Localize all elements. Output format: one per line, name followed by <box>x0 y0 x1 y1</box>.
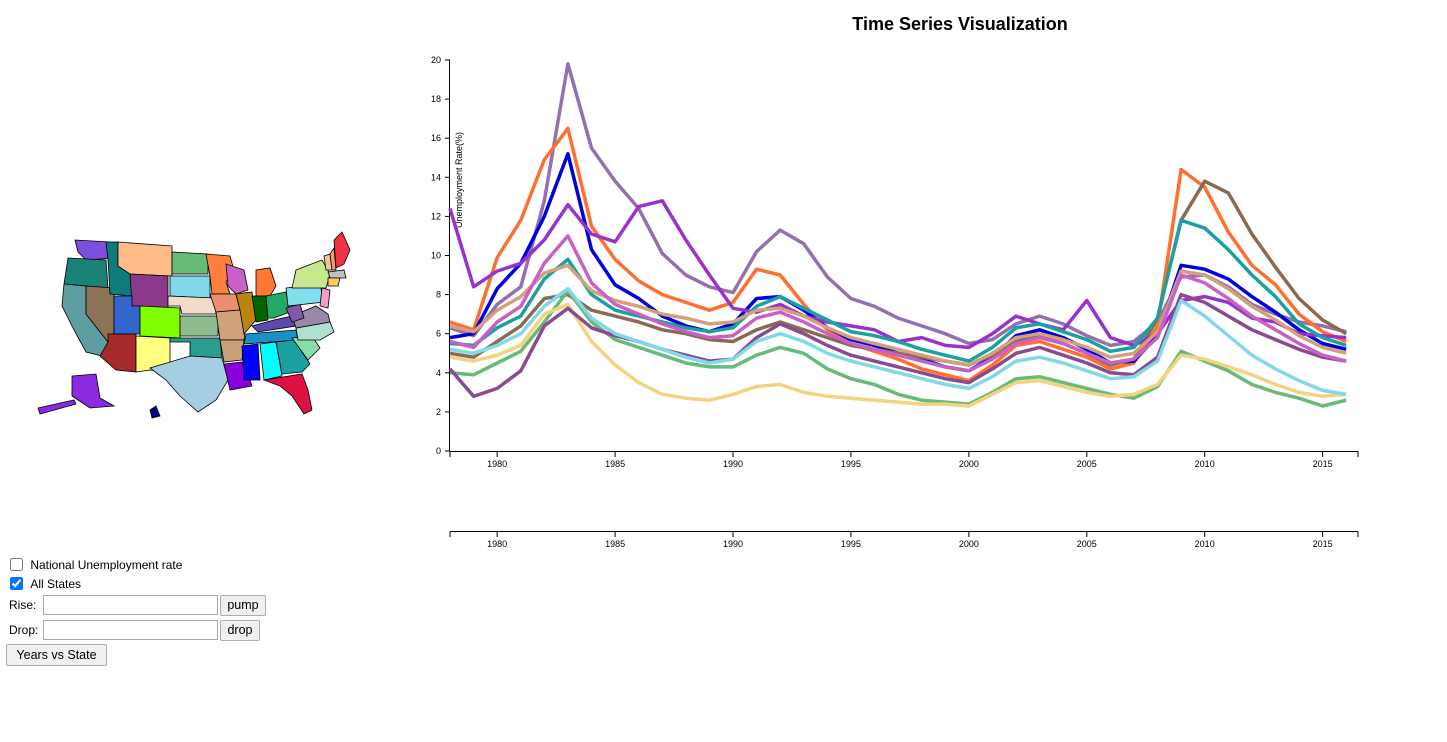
rise-input[interactable] <box>43 595 218 615</box>
series-line[interactable] <box>449 263 1347 367</box>
x-tick-label: 2000 <box>959 459 979 469</box>
drop-input[interactable] <box>43 620 218 640</box>
drop-button[interactable]: drop <box>220 620 260 641</box>
y-tick-label: 18 <box>431 94 441 104</box>
state-il[interactable] <box>235 291 257 335</box>
state-mi[interactable] <box>255 267 277 297</box>
state-nh[interactable] <box>329 246 337 271</box>
y-axis: 0 2 4 6 8 10 12 14 16 18 20 <box>431 55 450 456</box>
state-fl[interactable] <box>262 373 313 415</box>
state-wi[interactable] <box>225 263 249 295</box>
brush-axis[interactable]: 1980 1985 1990 1995 2000 2005 2010 2015 <box>410 522 1390 558</box>
state-mt[interactable] <box>117 241 173 277</box>
state-ga[interactable] <box>275 339 311 375</box>
series-line[interactable] <box>449 302 1347 408</box>
national-rate-checkbox[interactable] <box>10 558 23 572</box>
us-state-map[interactable] <box>30 230 360 430</box>
series-line[interactable] <box>449 286 1347 397</box>
state-nd[interactable] <box>171 251 209 275</box>
brush-ticks: 1980 1985 1990 1995 2000 2005 2010 2015 <box>449 531 1359 549</box>
state-al[interactable] <box>259 341 283 381</box>
series-group <box>448 62 1348 408</box>
state-sd[interactable] <box>169 275 211 299</box>
national-rate-label: National Unemployment rate <box>30 557 183 572</box>
state-ks[interactable] <box>179 315 219 337</box>
state-nj[interactable] <box>319 287 331 309</box>
series-line[interactable] <box>449 218 1347 363</box>
x-tick-label: 1980 <box>487 459 507 469</box>
y-tick-label: 2 <box>436 407 441 417</box>
rise-label: Rise: <box>9 598 37 612</box>
x-tick-label: 2010 <box>1195 459 1215 469</box>
series-line[interactable] <box>449 234 1347 373</box>
y-tick-label: 0 <box>436 446 441 456</box>
state-or[interactable] <box>63 257 109 289</box>
drop-label: Drop: <box>9 623 39 637</box>
state-ct[interactable] <box>327 277 341 287</box>
x-tick-label: 1985 <box>605 459 625 469</box>
state-wa[interactable] <box>74 239 115 261</box>
all-states-row: All States <box>10 576 81 591</box>
state-in[interactable] <box>251 295 269 323</box>
y-tick-label: 16 <box>431 133 441 143</box>
brush-tick-label: 2000 <box>959 539 979 549</box>
state-oh[interactable] <box>265 291 291 319</box>
main-chart[interactable]: 0 2 4 6 8 10 12 14 16 18 20 Unemployment Rate(%) 1… <box>410 48 1390 478</box>
x-axis: 1980 1985 1990 1995 2000 2005 2010 2015 <box>449 451 1359 469</box>
brush-tick-label: 2005 <box>1077 539 1097 549</box>
y-tick-label: 12 <box>431 211 441 221</box>
x-tick-label: 1990 <box>723 459 743 469</box>
series-line[interactable] <box>448 292 1347 399</box>
brush-tick-label: 1990 <box>723 539 743 549</box>
brush-tick-label: 2015 <box>1313 539 1333 549</box>
y-tick-label: 8 <box>436 290 441 300</box>
state-me[interactable] <box>333 231 351 269</box>
state-ma[interactable] <box>327 269 347 279</box>
y-axis-label: Unemployment Rate(%) <box>454 132 464 228</box>
state-ar[interactable] <box>219 339 245 363</box>
national-rate-row: National Unemployment rate <box>10 557 182 572</box>
brush-tick-label: 2010 <box>1195 539 1215 549</box>
state-va[interactable] <box>291 305 331 329</box>
state-ak[interactable] <box>71 373 116 409</box>
years-vs-state-button[interactable]: Years vs State <box>6 644 107 666</box>
state-tx[interactable] <box>149 355 229 413</box>
state-shapes <box>37 231 351 419</box>
all-states-checkbox[interactable] <box>10 577 23 591</box>
y-tick-label: 6 <box>436 329 441 339</box>
series-line[interactable] <box>449 62 1347 348</box>
y-tick-label: 10 <box>431 251 441 261</box>
pump-button[interactable]: pump <box>220 595 266 616</box>
y-tick-label: 4 <box>436 368 441 378</box>
state-hi[interactable] <box>149 405 161 419</box>
all-states-label: All States <box>30 576 82 591</box>
series-line[interactable] <box>448 199 1347 350</box>
x-tick-label: 2015 <box>1313 459 1333 469</box>
y-tick-label: 20 <box>431 55 441 65</box>
state-az[interactable] <box>99 333 137 373</box>
y-tick-label: 14 <box>431 172 441 182</box>
state-ms[interactable] <box>241 343 261 381</box>
state-ak-chain <box>37 399 77 415</box>
state-wy[interactable] <box>129 273 169 309</box>
state-ny[interactable] <box>291 259 331 289</box>
x-tick-label: 2005 <box>1077 459 1097 469</box>
brush-tick-label: 1995 <box>841 539 861 549</box>
chart-title: Time Series Visualization <box>852 14 1068 34</box>
state-co[interactable] <box>139 305 181 339</box>
rise-row: Rise: pump <box>9 595 269 617</box>
x-tick-label: 1995 <box>841 459 861 469</box>
series-line[interactable] <box>449 179 1348 367</box>
state-ok[interactable] <box>169 337 223 359</box>
brush-tick-label: 1980 <box>487 539 507 549</box>
brush-tick-label: 1985 <box>605 539 625 549</box>
drop-row: Drop: drop <box>9 620 269 642</box>
